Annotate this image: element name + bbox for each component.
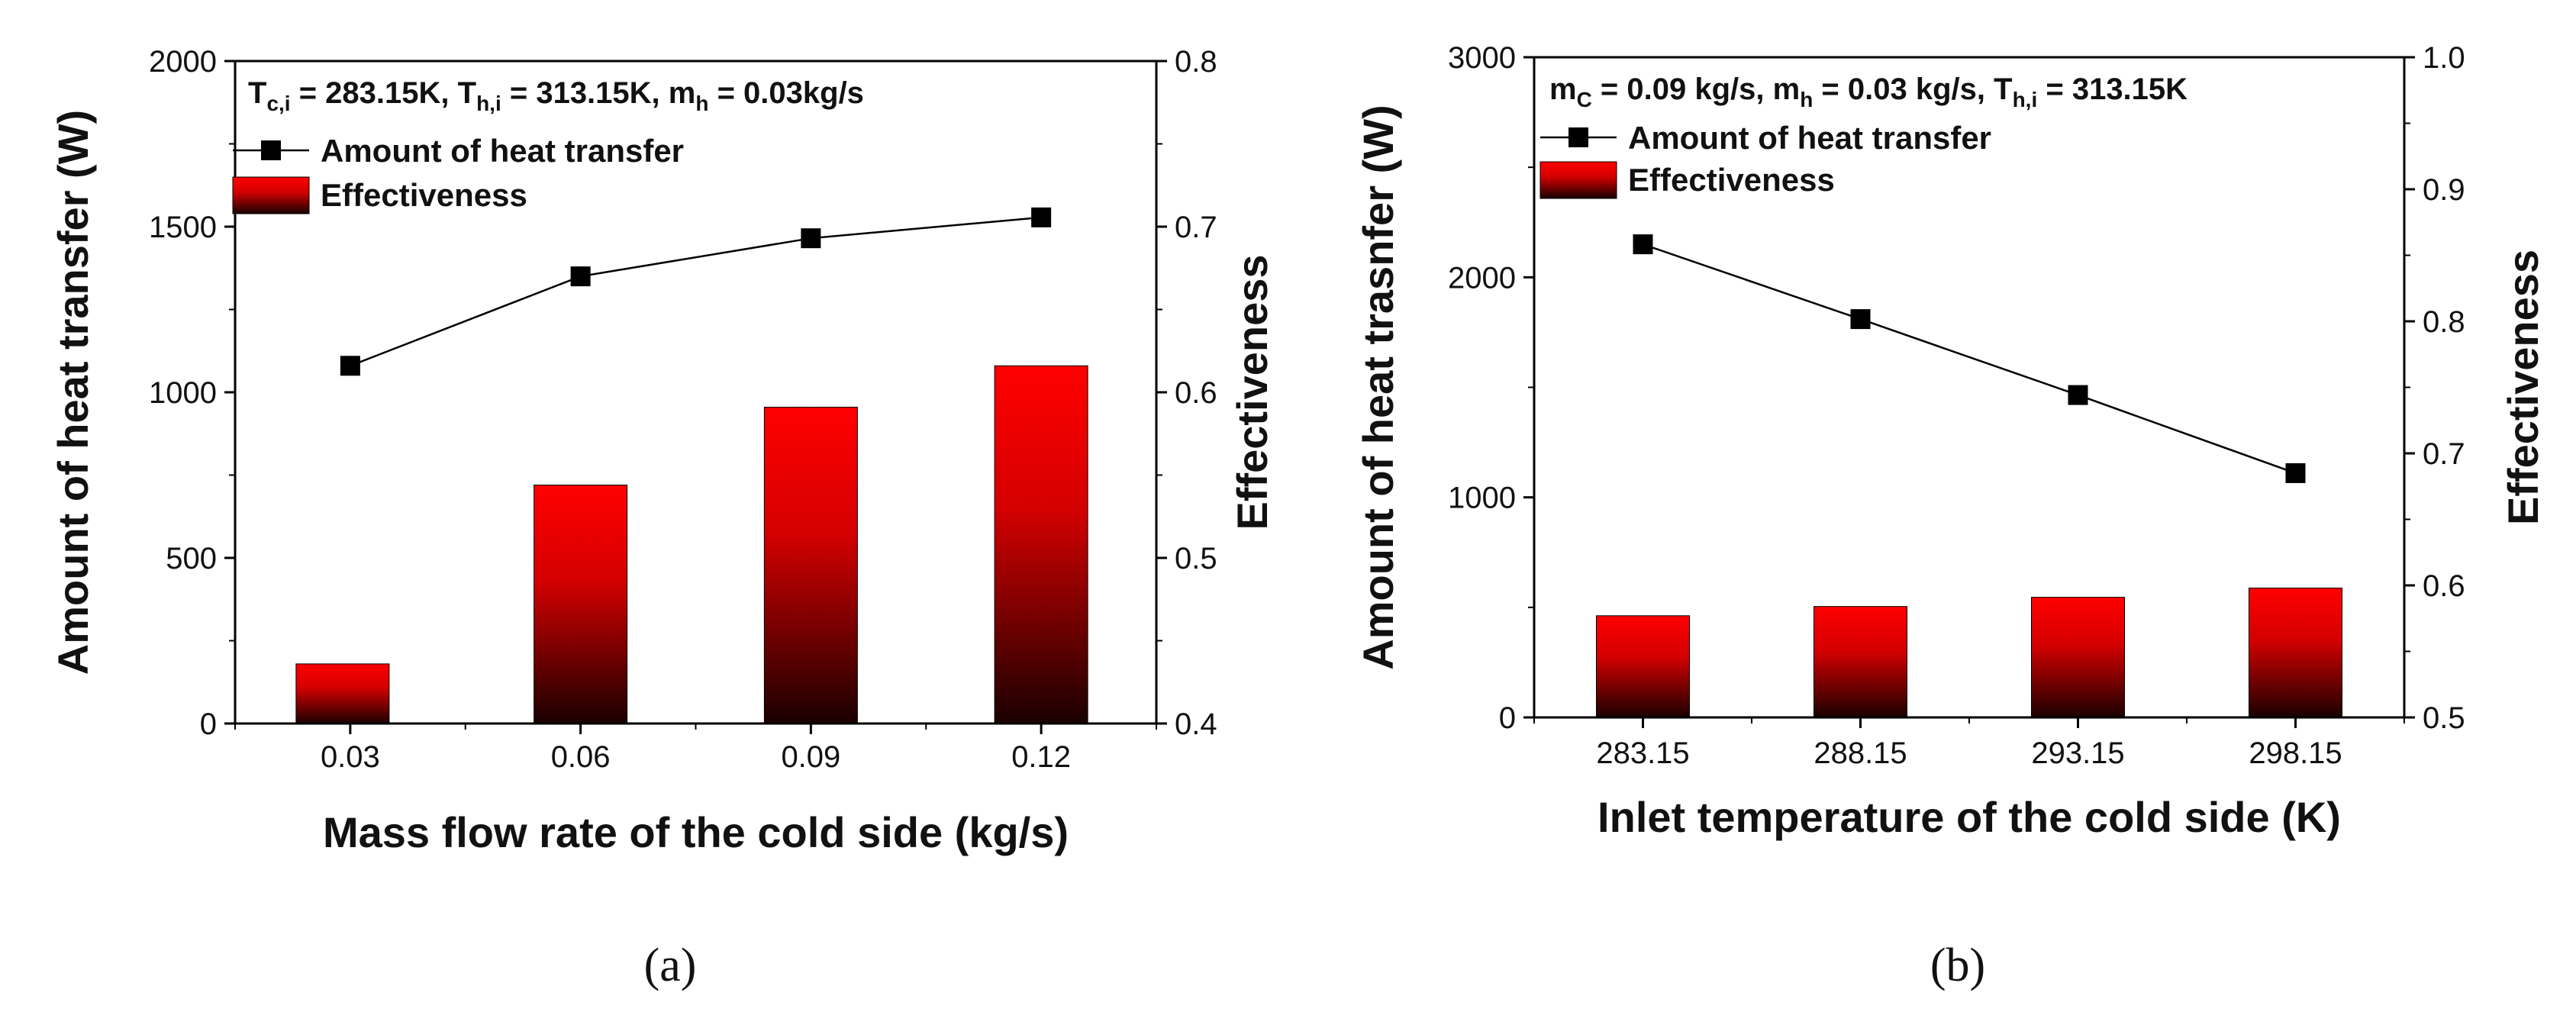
x-tick-label: 298.15 [2249, 736, 2342, 770]
conditions-text: mC = 0.09 kg/s, mh = 0.03 kg/s, Th,i = 3… [1549, 73, 2188, 111]
y-axis-title: Amount of heat trasnfer (W) [1354, 105, 1402, 669]
effectiveness-bar [295, 663, 390, 724]
y2-tick-label: 0.7 [2423, 437, 2465, 471]
y2-tick-label: 0.5 [1175, 542, 1217, 575]
heat-transfer-point [340, 356, 360, 376]
conditions-part: = 0.03kg/s [708, 76, 863, 110]
conditions-subscript: C [1577, 88, 1592, 111]
heat-transfer-point [2285, 462, 2306, 483]
panel-label: (a) [644, 939, 697, 991]
conditions-text: Tc,i = 283.15K, Th,i = 313.15K, mh = 0.0… [248, 76, 864, 115]
y-tick-label: 2000 [149, 45, 217, 79]
x-tick-label: 288.15 [1814, 736, 1907, 770]
effectiveness-bar [1596, 615, 1690, 718]
x-tick-label: 0.09 [781, 740, 840, 774]
chart-panel-a: 0 500 1000 1500 2000 0.4 0.5 0.6 0.7 0.8 0.03 0.06 0… [49, 45, 1276, 991]
y-axis-title: Amount of heat transfer (W) [49, 110, 97, 675]
conditions-subscript: h [1800, 88, 1813, 111]
y2-tick-label: 0.7 [1175, 211, 1217, 244]
legend-label-heat-transfer: Amount of heat transfer [321, 133, 684, 169]
legend-label-effectiveness: Effectiveness [321, 177, 527, 213]
heat-transfer-point [1633, 234, 1653, 255]
y-tick-label: 3000 [1448, 41, 1516, 75]
y-tick-label: 1000 [149, 376, 217, 410]
heat-transfer-point [1850, 309, 1871, 330]
x-tick-label: 0.06 [551, 740, 611, 774]
conditions-part: T [248, 76, 266, 110]
conditions-part: m [1549, 73, 1577, 106]
effectiveness-bar [2031, 597, 2125, 718]
y-tick-label: 500 [166, 542, 217, 575]
x-tick-label: 0.03 [321, 740, 380, 774]
x-tick-label: 0.12 [1011, 740, 1071, 774]
x-tick-label: 283.15 [1596, 736, 1689, 770]
conditions-part: = 0.03 kg/s, T [1813, 73, 2012, 106]
x-axis-title: Inlet temperature of the cold side (K) [1598, 793, 2341, 841]
legend-marker-sample [1568, 127, 1588, 147]
conditions-part: = 313.15K [2037, 73, 2188, 106]
conditions-subscript: h,i [2013, 88, 2038, 111]
legend-bar-sample [232, 176, 310, 214]
effectiveness-bar [2249, 587, 2342, 718]
y2-tick-label: 0.8 [2423, 305, 2465, 339]
conditions-part: = 283.15K, T [291, 76, 476, 110]
conditions-part: = 313.15K, m [501, 76, 696, 110]
conditions-subscript: h [695, 92, 708, 115]
effectiveness-bar [534, 485, 628, 724]
effectiveness-bar [1814, 606, 1907, 718]
heat-transfer-point [1031, 207, 1052, 227]
y-tick-label: 1500 [149, 211, 217, 244]
y2-tick-label: 0.5 [2423, 701, 2465, 735]
y-tick-label: 0 [200, 707, 217, 741]
heat-transfer-line [350, 216, 1042, 367]
y-tick-label: 0 [1499, 701, 1516, 735]
y2-tick-label: 0.9 [2423, 173, 2465, 207]
x-tick-label: 293.15 [2031, 736, 2124, 770]
y-tick-label: 1000 [1448, 482, 1516, 515]
conditions-subscript: c,i [266, 92, 290, 115]
y2-tick-label: 0.8 [1175, 45, 1217, 79]
legend-label-heat-transfer: Amount of heat transfer [1628, 120, 1991, 156]
effectiveness-bar [994, 365, 1088, 724]
heat-transfer-point [2068, 385, 2088, 405]
y2-axis-title: Effectiveness [2499, 250, 2547, 525]
effectiveness-bar [763, 407, 858, 724]
heat-transfer-point [801, 228, 821, 249]
legend-marker-sample [261, 140, 281, 160]
conditions-subscript: h,i [476, 92, 501, 115]
y2-axis-title: Effectiveness [1228, 254, 1276, 530]
y2-tick-label: 0.4 [1175, 707, 1217, 741]
legend-bar-sample [1539, 161, 1617, 199]
heat-transfer-line [1643, 243, 2296, 475]
panel-label: (b) [1930, 939, 1985, 991]
chart-panel-b: 0 1000 2000 3000 0.5 0.6 0.7 0.8 0.9 1.0 283.15 288… [1354, 41, 2547, 991]
y2-tick-label: 0.6 [2423, 569, 2465, 603]
y2-tick-label: 0.6 [1175, 376, 1217, 410]
y2-tick-label: 1.0 [2423, 41, 2465, 75]
legend-label-effectiveness: Effectiveness [1628, 162, 1835, 198]
x-axis-title: Mass flow rate of the cold side (kg/s) [323, 808, 1069, 856]
y-tick-label: 2000 [1448, 261, 1516, 295]
heat-transfer-point [570, 266, 591, 287]
conditions-part: = 0.09 kg/s, m [1592, 73, 1800, 106]
